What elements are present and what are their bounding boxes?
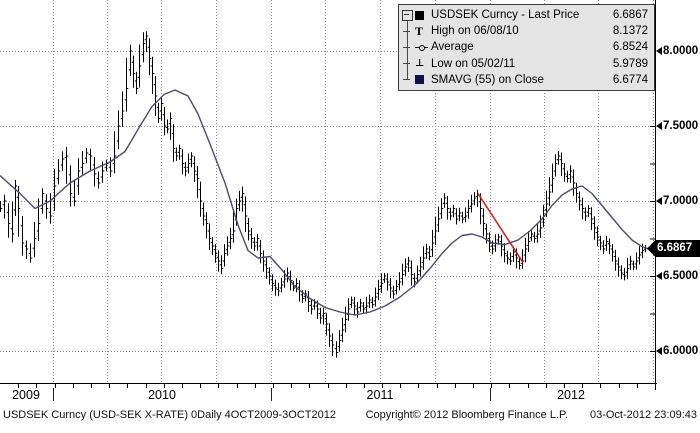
x-axis: 2009 2010 2011 2012 [0, 385, 656, 405]
price-series-swatch-icon [415, 10, 424, 20]
high-marker-icon: T [415, 24, 424, 39]
y-axis-label: 6.0000 [656, 343, 698, 359]
legend-label: High on 06/08/10 [431, 25, 519, 38]
legend-value: 6.8524 [612, 41, 648, 54]
y-axis-label: 8.0000 [656, 43, 698, 59]
legend-value: 6.6774 [612, 73, 648, 86]
tick-arrow-icon [656, 122, 662, 130]
legend-row-low[interactable]: ⊥ Low on 05/02/11 5.9789 [399, 56, 654, 72]
y-axis-label: 7.5000 [656, 118, 698, 134]
legend-row-high[interactable]: T High on 06/08/10 8.1372 [399, 23, 654, 39]
footer-bar: USDSEK Curncy (USD-SEK X-RATE) 0Daily 4O… [0, 409, 700, 421]
legend-label: SMAVG (55) on Close [431, 73, 544, 86]
year-separator [53, 388, 54, 401]
legend-label: Average [431, 41, 474, 54]
footer-timestamp: 03-Oct-2012 23:09:43 [589, 409, 697, 421]
tree-stub [403, 30, 410, 32]
smavg-line [0, 89, 649, 316]
last-price-badge: 6.6867 [647, 239, 700, 257]
x-axis-year-label: 2012 [557, 388, 585, 402]
smavg-series-swatch-icon [415, 75, 424, 85]
legend-label: Low on 05/02/11 [431, 57, 516, 70]
x-axis-year-label: 2010 [148, 388, 176, 402]
legend-row-last-price[interactable]: USDSEK Curncy - Last Price 6.6867 [399, 7, 654, 23]
legend-row-average[interactable]: Average 6.8524 [399, 39, 654, 55]
tick-arrow-icon [656, 347, 662, 355]
average-marker-icon [415, 44, 428, 51]
legend-label: USDSEK Curncy - Last Price [431, 9, 580, 22]
y-axis: 6.0000 6.5000 7.0000 7.5000 8.0000 [655, 0, 700, 392]
tree-stub [403, 79, 410, 81]
legend-box[interactable]: USDSEK Curncy - Last Price 6.6867 T High… [398, 4, 655, 91]
tick-arrow-icon [656, 197, 662, 205]
footer-copyright: Copyright© 2012 Bloomberg Finance L.P. [365, 409, 568, 421]
year-separator [490, 388, 491, 401]
legend-collapse-icon[interactable] [402, 9, 413, 21]
y-axis-label: 7.0000 [656, 193, 698, 209]
x-axis-year-label: 2009 [12, 388, 40, 402]
x-axis-year-label: 2011 [366, 388, 394, 402]
y-axis-label: 6.5000 [656, 268, 698, 284]
legend-tree-line [407, 19, 408, 80]
tree-stub [403, 63, 410, 65]
legend-row-smavg[interactable]: SMAVG (55) on Close 6.6774 [399, 72, 654, 88]
year-separator [271, 388, 272, 401]
legend-value: 6.6867 [612, 9, 648, 22]
legend-value: 8.1372 [612, 25, 648, 38]
tick-arrow-icon [656, 272, 662, 280]
tree-stub [403, 46, 410, 48]
tick-arrow-icon [656, 47, 662, 55]
trend-line[interactable] [477, 193, 524, 263]
low-marker-icon: ⊥ [415, 57, 425, 69]
legend-value: 5.9789 [612, 57, 648, 70]
price-bars [0, 31, 648, 358]
footer-security-description: USDSEK Curncy (USD-SEK X-RATE) 0Daily 4O… [3, 409, 336, 421]
